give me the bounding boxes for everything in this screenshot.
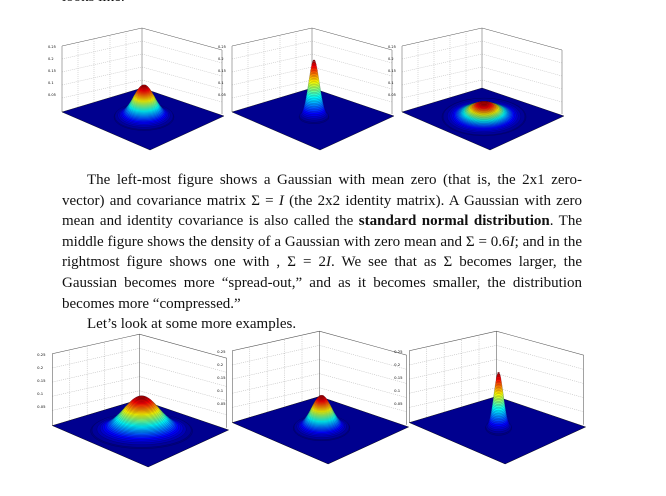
grid-line xyxy=(401,66,563,90)
grid-line xyxy=(409,359,584,384)
grid-line xyxy=(401,79,563,103)
grid-line xyxy=(232,373,407,398)
grid-line xyxy=(401,40,563,64)
text-run: Let’s look at some more examples. xyxy=(87,316,297,333)
tick-label: 0.25 xyxy=(48,45,56,49)
axis-box xyxy=(409,330,584,425)
surface-band xyxy=(497,372,500,374)
axis-box xyxy=(232,330,407,425)
surface-band xyxy=(137,395,146,399)
tick-label: 0.2 xyxy=(388,57,394,61)
grid-line xyxy=(231,40,393,64)
text-run: standard normal distribution xyxy=(358,213,550,230)
tick-label: 0.2 xyxy=(217,362,224,367)
tick-label: 0.15 xyxy=(37,378,46,383)
text-run: I xyxy=(278,192,284,209)
paragraph: Let’s look at some more examples. xyxy=(62,314,582,335)
text-run: I xyxy=(325,254,331,271)
surface-band xyxy=(312,59,316,62)
grid-line xyxy=(232,359,407,384)
tick-label: 0.15 xyxy=(217,375,226,380)
text-run: The left-most figure shows a Gaussian wi… xyxy=(62,172,582,209)
tick-label: 0.1 xyxy=(37,391,44,396)
tick-label: 0.1 xyxy=(217,388,224,393)
tick-label: 0.1 xyxy=(218,81,224,85)
grid-line xyxy=(231,53,393,77)
surface-plot: 0.25 0.2 0.15 0.1 0.05 xyxy=(37,333,230,468)
tick-label: 0.05 xyxy=(218,93,226,97)
surface-band xyxy=(312,61,316,63)
grid-line xyxy=(61,79,223,103)
paragraph: The left-most figure shows a Gaussian wi… xyxy=(62,170,582,314)
surface-plot: 0.25 0.2 0.15 0.1 0.05 xyxy=(217,330,410,465)
tick-label: 0.15 xyxy=(48,69,56,73)
tick-label: 0.15 xyxy=(218,69,226,73)
text-run: . The middle figure shows the density of… xyxy=(62,213,582,250)
text-run: I xyxy=(509,233,515,250)
tick-label: 0.05 xyxy=(48,93,56,97)
tick-label: 0.05 xyxy=(217,401,226,406)
surface-plot: 0.25 0.2 0.15 0.1 0.05 xyxy=(218,27,395,151)
tick-label: 0.15 xyxy=(394,375,403,380)
tick-label: 0.2 xyxy=(394,362,401,367)
grid-line xyxy=(61,40,223,64)
text-run: (the 2x2 identity matrix). A Gaussian wi… xyxy=(62,192,582,230)
tick-label: 0.05 xyxy=(388,93,396,97)
axis-box xyxy=(52,333,227,428)
surface-plot: 0.25 0.2 0.15 0.1 0.05 xyxy=(394,330,587,465)
tick-label: 0.1 xyxy=(394,388,401,393)
body-text: The left-most figure shows a Gaussian wi… xyxy=(62,170,582,335)
surface-band xyxy=(319,395,324,398)
text-run: ; and in the rightmost figure shows one … xyxy=(62,233,582,271)
grid-line xyxy=(232,387,407,412)
tick-label: 0.25 xyxy=(218,45,226,49)
tick-label: 0.1 xyxy=(388,81,394,85)
tick-label: 0.2 xyxy=(218,57,224,61)
surface-plot: 0.25 0.2 0.15 0.1 0.05 xyxy=(388,27,565,151)
text-run: . We see that as Σ becomes larger, the G… xyxy=(62,254,582,312)
tick-label: 0.15 xyxy=(388,69,396,73)
tick-label: 0.25 xyxy=(394,349,403,354)
tick-label: 0.25 xyxy=(388,45,396,49)
grid-line xyxy=(232,345,407,370)
grid-line xyxy=(401,53,563,77)
grid-line xyxy=(409,373,584,398)
surface-plot: 0.25 0.2 0.15 0.1 0.05 xyxy=(48,27,225,151)
tick-label: 0.2 xyxy=(37,365,44,370)
tick-label: 0.1 xyxy=(48,81,54,85)
grid-line xyxy=(61,53,223,77)
grid-line xyxy=(61,66,223,90)
tick-label: 0.05 xyxy=(394,401,403,406)
tick-label: 0.05 xyxy=(37,404,46,409)
tick-label: 0.25 xyxy=(37,352,46,357)
tick-label: 0.25 xyxy=(217,349,226,354)
surface-band xyxy=(497,373,501,376)
surface-band xyxy=(141,84,147,87)
tick-label: 0.2 xyxy=(48,57,54,61)
surface-band xyxy=(480,101,488,105)
top-text: looks like: xyxy=(62,0,125,6)
grid-line xyxy=(409,345,584,370)
